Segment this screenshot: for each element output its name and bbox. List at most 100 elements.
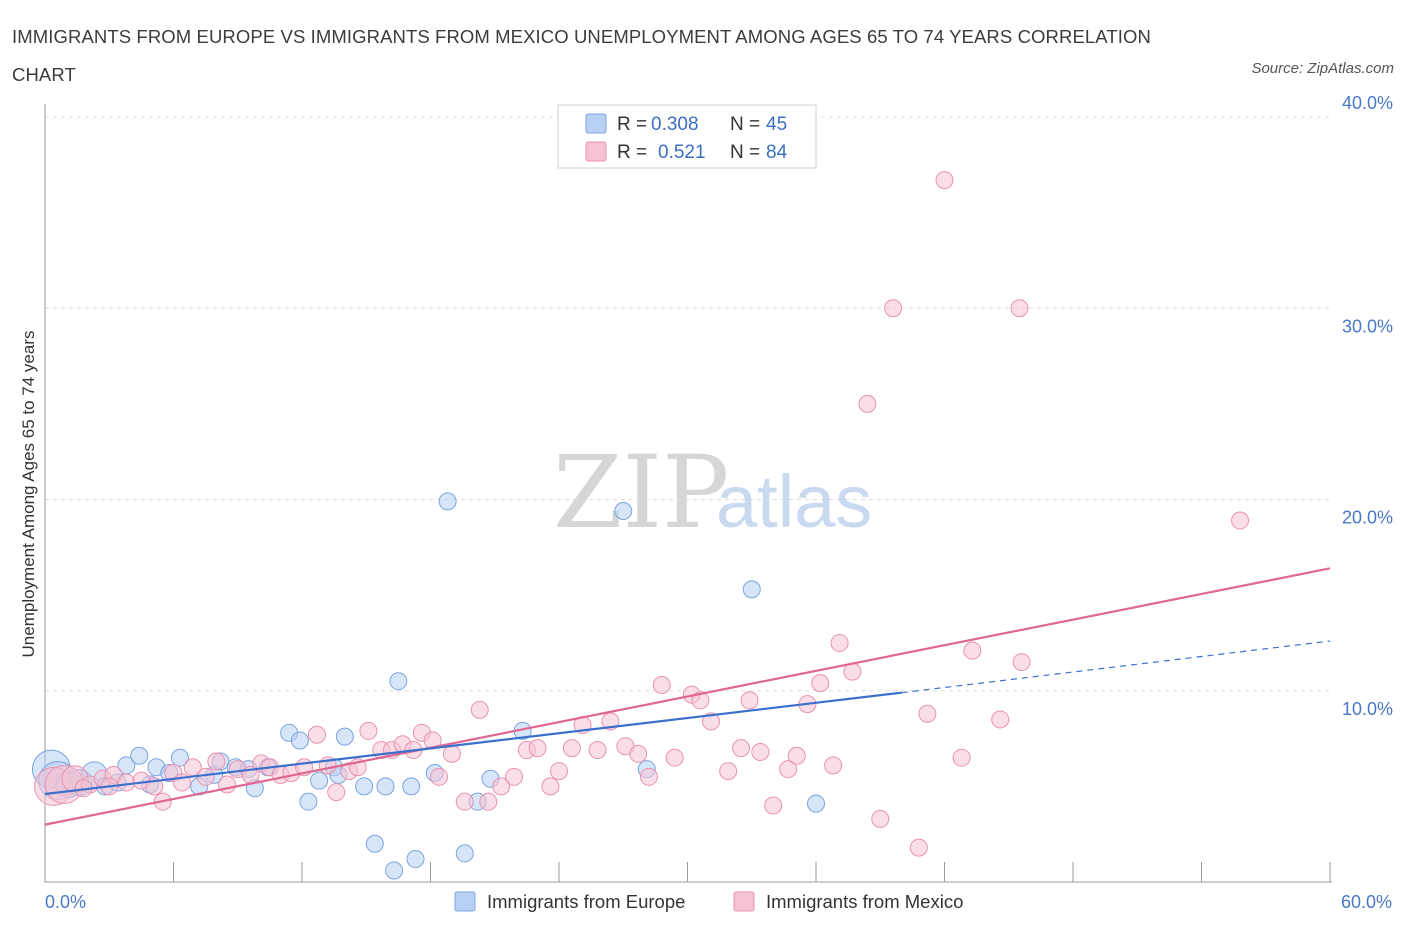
bottom-legend-swatch-mexico xyxy=(733,891,755,912)
chart-title: IMMIGRANTS FROM EUROPE VS IMMIGRANTS FRO… xyxy=(12,26,1151,85)
point-mexico-25 xyxy=(327,783,346,802)
point-mexico-66 xyxy=(811,674,830,693)
point-mexico-54 xyxy=(665,748,684,767)
point-mexico-45 xyxy=(550,762,568,781)
point-mexico-76 xyxy=(952,748,971,767)
point-mexico-78 xyxy=(991,710,1010,729)
bottom-legend-europe: Immigrants from Europe xyxy=(487,891,685,912)
stats-legend: R = 0.308 N = 45 R = 0.521 N = 84 xyxy=(557,104,817,169)
point-mexico-57 xyxy=(702,712,721,731)
legend-mexico-r-label: R = xyxy=(617,142,647,163)
point-mexico-68 xyxy=(830,633,849,652)
point-mexico-40 xyxy=(492,777,511,796)
point-mexico-46 xyxy=(562,739,581,758)
point-mexico-72 xyxy=(884,299,903,318)
point-europe-42 xyxy=(742,580,761,599)
point-europe-31 xyxy=(389,672,408,691)
point-mexico-58 xyxy=(719,762,738,781)
point-mexico-37 xyxy=(455,792,474,811)
point-europe-22 xyxy=(299,792,318,811)
y-axis-label: Unemployment Among Ages 65 to 74 years xyxy=(19,331,38,658)
bottom-legend-swatch-europe xyxy=(454,891,476,912)
watermark-zip: ZIP xyxy=(553,434,729,551)
point-mexico-59 xyxy=(732,739,751,758)
point-mexico-6 xyxy=(117,773,136,792)
legend-swatch-mexico xyxy=(585,141,607,162)
point-mexico-75 xyxy=(935,171,954,190)
point-europe-33 xyxy=(406,850,425,869)
y-tick-label-1: 20.0% xyxy=(1342,508,1393,528)
point-mexico-41 xyxy=(505,767,524,786)
point-europe-28 xyxy=(365,834,384,853)
point-mexico-39 xyxy=(479,792,498,811)
gridlines xyxy=(45,116,1330,692)
trend-line-europe xyxy=(44,691,902,796)
point-mexico-14 xyxy=(207,752,226,771)
point-mexico-80 xyxy=(1012,653,1031,672)
point-mexico-61 xyxy=(751,742,770,761)
point-mexico-38 xyxy=(470,700,489,719)
trend-line-mexico xyxy=(44,567,1331,826)
watermark-atlas: atlas xyxy=(716,460,872,543)
x-tick-labels: 0.0% 60.0% xyxy=(45,892,1392,912)
point-mexico-51 xyxy=(629,744,648,763)
point-mexico-70 xyxy=(858,394,877,413)
point-mexico-48 xyxy=(588,741,607,760)
point-mexico-64 xyxy=(787,746,806,765)
point-europe-36 xyxy=(455,844,474,863)
point-europe-8 xyxy=(130,746,149,765)
legend-europe-n-value: 45 xyxy=(766,114,787,135)
legend-europe-n-label: N = xyxy=(730,114,760,135)
point-mexico-73 xyxy=(909,838,928,857)
point-mexico-23 xyxy=(307,725,326,744)
point-mexico-77 xyxy=(963,641,982,660)
legend-swatch-europe xyxy=(585,113,607,134)
bottom-legend-mexico: Immigrants from Mexico xyxy=(766,891,963,912)
trend-line-europe-extension xyxy=(901,640,1331,694)
point-europe-26 xyxy=(335,727,354,746)
point-europe-32 xyxy=(402,777,421,796)
point-mexico-28 xyxy=(359,721,378,740)
trend-lines xyxy=(44,567,1331,826)
point-europe-23 xyxy=(310,771,329,790)
point-europe-29 xyxy=(376,777,395,796)
point-europe-43 xyxy=(807,794,825,813)
point-mexico-71 xyxy=(871,809,890,828)
legend-mexico-r-value: 0.521 xyxy=(658,142,706,163)
point-mexico-56 xyxy=(691,691,710,710)
point-mexico-74 xyxy=(918,704,937,723)
point-mexico-44 xyxy=(541,777,560,796)
point-europe-35 xyxy=(438,492,457,511)
y-tick-label-0: 10.0% xyxy=(1342,699,1393,719)
point-mexico-63 xyxy=(779,760,798,779)
series-legend: Immigrants from Europe Immigrants from M… xyxy=(454,891,963,912)
x-tick-label-1: 60.0% xyxy=(1341,892,1392,912)
x-ticks xyxy=(44,862,1331,882)
point-mexico-81 xyxy=(1231,511,1250,530)
source-credit: Source: ZipAtlas.com xyxy=(1251,60,1394,77)
legend-mexico-n-label: N = xyxy=(730,142,760,163)
y-tick-labels: 10.0% 20.0% 30.0% 40.0% xyxy=(1342,93,1393,719)
point-mexico-43 xyxy=(528,739,547,758)
x-tick-label-0: 0.0% xyxy=(45,892,86,912)
legend-europe-r-label: R = xyxy=(617,114,647,135)
point-europe-27 xyxy=(355,777,374,796)
point-mexico-60 xyxy=(740,691,759,710)
point-europe-12 xyxy=(170,748,189,767)
legend-europe-r-value: 0.308 xyxy=(651,114,699,135)
watermark: ZIP atlas xyxy=(553,434,872,551)
point-mexico-35 xyxy=(430,767,449,786)
point-mexico-79 xyxy=(1010,299,1029,318)
point-mexico-52 xyxy=(639,767,658,786)
point-europe-40 xyxy=(614,501,633,520)
point-mexico-53 xyxy=(652,676,671,695)
point-mexico-62 xyxy=(764,796,783,815)
point-europe-21 xyxy=(290,731,309,750)
point-mexico-67 xyxy=(824,756,843,775)
legend-mexico-n-value: 84 xyxy=(766,142,788,163)
y-tick-label-2: 30.0% xyxy=(1342,316,1393,336)
point-europe-30 xyxy=(385,861,404,880)
point-mexico-36 xyxy=(442,744,461,763)
y-tick-label-3: 40.0% xyxy=(1342,93,1393,113)
